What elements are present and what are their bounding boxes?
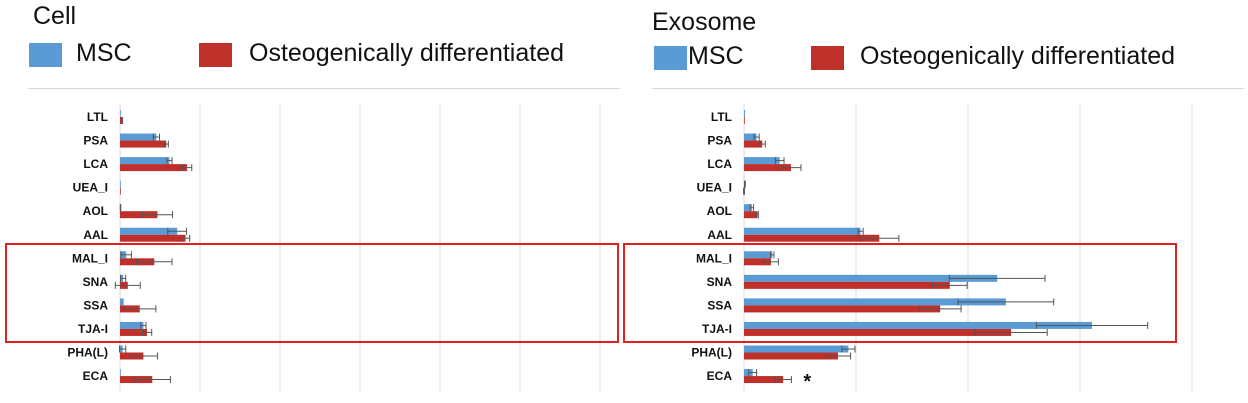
legend-osteo-label: Osteogenically differentiated [860,42,1176,70]
legend-osteo-swatch [811,46,844,70]
category-label-ssa: SSA [707,298,732,312]
bar-osteo-lca [120,164,188,172]
bar-msc-ssa [744,298,1006,306]
bar-osteo-ltl [120,117,123,124]
bar-msc-eca [120,369,121,377]
category-label-lca: LCA [83,157,108,171]
bar-msc-tja-i [120,321,144,329]
bar-osteo-psa [120,140,167,148]
bar-osteo-lca [744,164,791,172]
legend-osteo-swatch [199,43,232,67]
category-label-uea-i: UEA_I [73,181,108,195]
bar-msc-pha-l [744,345,849,353]
chart-title: Cell [33,2,77,30]
category-label-mal-i: MAL_I [696,251,732,265]
bar-msc-uea-i [120,180,121,188]
legend-divider [652,88,1244,89]
bar-osteo-ssa [744,305,941,313]
legend-msc-label: MSC [688,42,744,70]
category-label-psa: PSA [707,134,732,148]
bar-osteo-uea-i [120,187,121,195]
category-label-eca: ECA [83,369,109,383]
bar-msc-mal-i [744,251,773,259]
bar-msc-lca [744,157,780,165]
category-label-pha-l: PHA(L) [691,346,732,360]
category-label-aal: AAL [83,228,108,242]
category-label-pha-l: PHA(L) [67,346,108,360]
bar-osteo-aol [744,211,758,219]
bar-osteo-psa [744,140,763,148]
category-label-aal: AAL [707,228,732,242]
bar-osteo-eca [744,376,784,384]
bar-msc-aal [120,227,178,235]
category-label-aol: AOL [707,204,732,218]
bar-msc-lca [120,157,170,165]
significance-marker: * [803,371,811,393]
category-label-tja-i: TJA-I [702,322,732,336]
legend-divider [28,88,620,89]
cell-chart: LTL PSA LCA UEA_I AOL AAL MAL_I SNA SSA TJA-I PHA(… [5,104,619,392]
exosome-chart: LTL PSA LCA UEA_I AOL AAL MAL_I SNA SSA TJA-I PHA(… [623,104,1193,393]
category-label-ssa: SSA [83,298,108,312]
bar-osteo-mal-i [744,258,771,266]
category-label-lca: LCA [707,157,732,171]
category-label-aol: AOL [83,204,108,218]
highlight-box [5,243,619,343]
category-label-tja-i: TJA-I [78,322,108,336]
bar-osteo-pha-l [744,352,838,360]
bar-osteo-ltl [744,117,745,124]
category-label-sna: SNA [83,275,109,289]
category-label-psa: PSA [83,134,108,148]
cell-panel: Cell MSC Osteogenically differentiated L… [5,2,620,392]
legend-msc-swatch [654,46,687,70]
chart-title: Exosome [652,8,757,36]
bar-msc-psa [120,133,157,141]
bar-osteo-aol [120,211,158,219]
bar-osteo-sna [744,281,950,289]
bar-msc-aal [744,227,861,235]
bar-msc-ltl [744,110,745,117]
bar-msc-ssa [120,298,124,306]
highlight-box [623,243,1177,343]
bar-osteo-tja-i [120,328,148,336]
bar-msc-ltl [120,110,121,117]
category-label-uea-i: UEA_I [697,181,732,195]
category-label-ltl: LTL [87,110,108,124]
category-label-ltl: LTL [711,110,732,124]
bar-msc-psa [744,133,757,141]
bar-msc-aol [744,204,752,212]
bar-msc-tja-i [744,321,1092,329]
bar-osteo-aal [120,234,186,242]
legend-msc-swatch [29,43,62,67]
legend-osteo-label: Osteogenically differentiated [249,39,565,67]
bar-msc-sna [744,274,998,282]
bar-osteo-tja-i [744,328,1012,336]
category-label-mal-i: MAL_I [72,251,108,265]
category-label-sna: SNA [707,275,733,289]
category-label-eca: ECA [707,369,733,383]
legend-msc-label: MSC [76,39,132,67]
bar-osteo-aal [744,234,880,242]
exosome-panel: Exosome MSC Osteogenically differentiate… [623,0,1248,403]
